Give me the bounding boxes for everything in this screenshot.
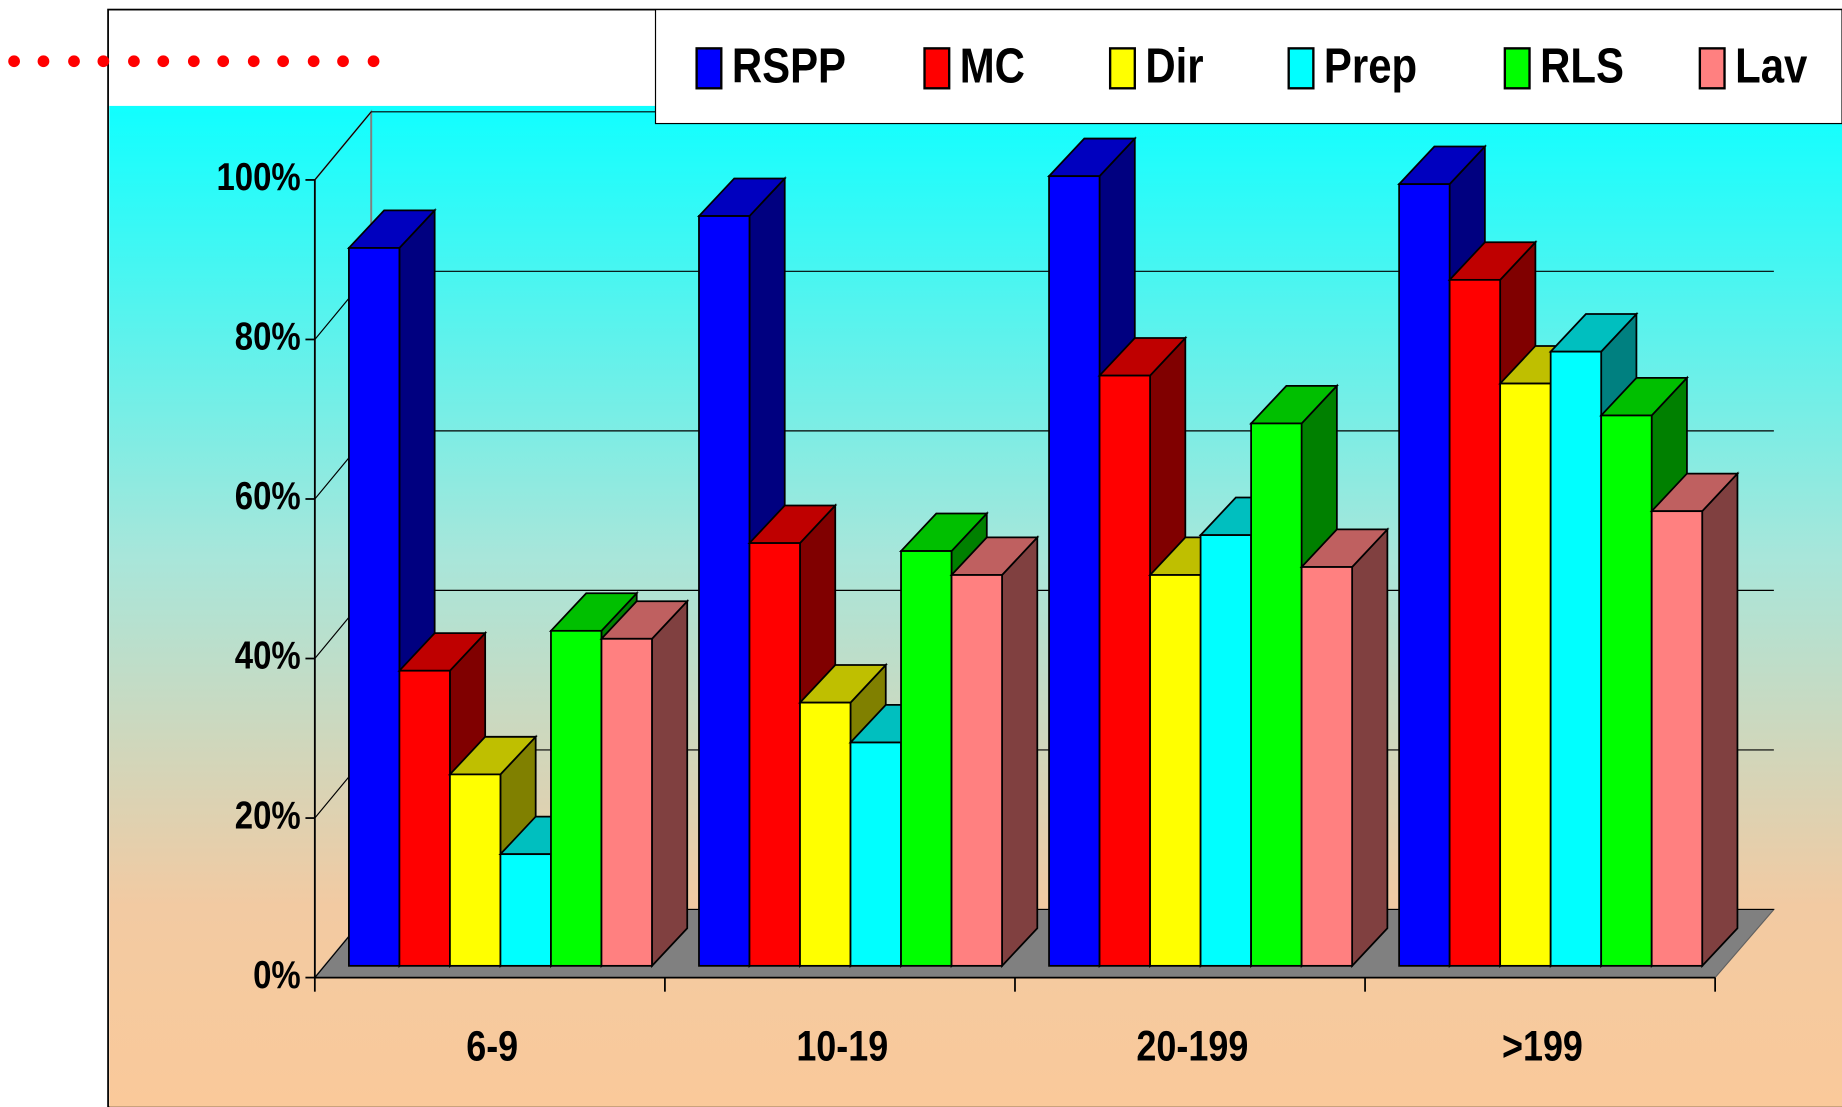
- bar: [1300, 566, 1354, 967]
- bar: [550, 629, 603, 967]
- legend-label: MC: [960, 38, 1025, 93]
- bar-side: [1001, 535, 1039, 969]
- legend-label: RLS: [1540, 38, 1624, 93]
- bar: [950, 574, 1003, 967]
- bars: [346, 136, 1740, 969]
- legend-box: [654, 9, 1842, 125]
- bar: [1600, 414, 1653, 967]
- legend-label: RSPP: [732, 38, 846, 93]
- bar-side: [651, 598, 689, 969]
- legend-swatch: [1287, 47, 1315, 90]
- bar: [1098, 374, 1151, 967]
- bar: [1549, 350, 1603, 967]
- bar: [600, 637, 653, 967]
- bar: [449, 773, 502, 967]
- bar: [348, 247, 401, 967]
- bar: [1250, 422, 1303, 967]
- bar: [499, 853, 552, 967]
- x-tick-label: >199: [1502, 1023, 1583, 1070]
- y-tick-label: 20%: [235, 793, 301, 837]
- legend-swatch: [1108, 47, 1136, 90]
- bar-side: [1351, 527, 1389, 969]
- bar: [900, 550, 953, 967]
- y-tick-label: 0%: [253, 952, 301, 996]
- bar: [1199, 534, 1252, 967]
- y-tick-label: 80%: [235, 314, 301, 358]
- legend-label: Lav: [1735, 38, 1808, 93]
- bar: [398, 669, 451, 967]
- bar: [1149, 574, 1202, 967]
- legend-swatch: [1503, 47, 1531, 90]
- legend-label: Dir: [1145, 38, 1203, 93]
- y-tick-label: 100%: [216, 155, 300, 199]
- bar: [849, 741, 902, 967]
- legend-label: Prep: [1324, 38, 1417, 93]
- x-tick-label: 20-199: [1136, 1023, 1248, 1070]
- y-tick-label: 60%: [235, 474, 301, 518]
- bar: [1448, 278, 1502, 967]
- bar: [748, 542, 801, 967]
- bar: [1048, 175, 1101, 967]
- legend-swatch: [923, 47, 951, 90]
- bar-side: [1701, 471, 1739, 969]
- bar: [1650, 510, 1704, 967]
- bar: [698, 215, 751, 967]
- legend-swatch: [695, 47, 723, 90]
- legend-swatch: [1698, 47, 1726, 90]
- x-tick-label: 10-19: [796, 1023, 888, 1070]
- x-tick-label: 6-9: [466, 1023, 518, 1070]
- decor-dots: [8, 55, 380, 68]
- y-tick-label: 40%: [235, 633, 301, 677]
- bar: [799, 701, 852, 967]
- bar: [1499, 382, 1552, 967]
- bar: [1398, 183, 1451, 967]
